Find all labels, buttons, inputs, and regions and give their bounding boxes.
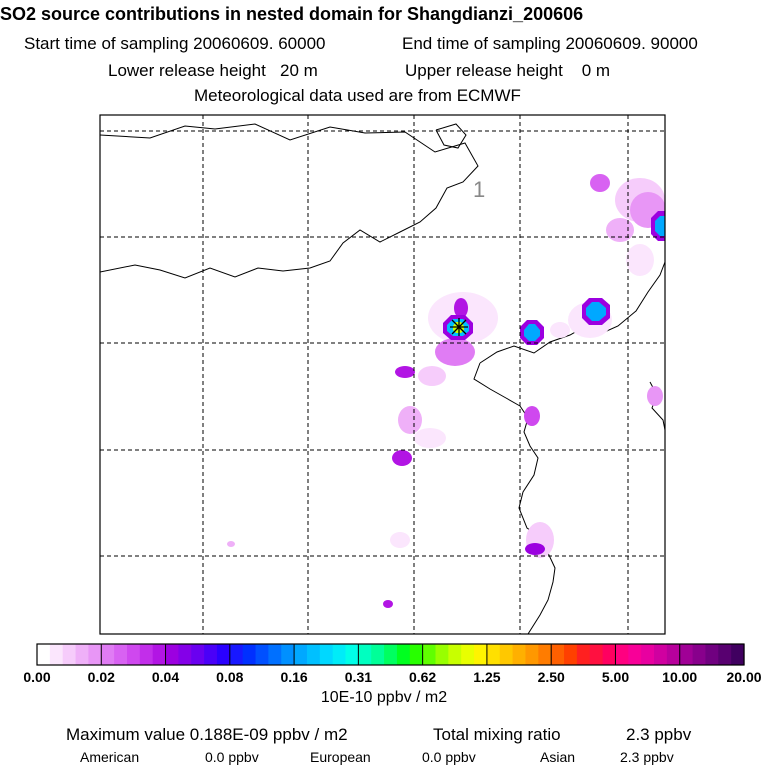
colorbar-cell: [731, 644, 745, 665]
asian-value: 2.3 ppbv: [620, 749, 674, 765]
colorbar-cell: [62, 644, 77, 665]
colorbar-cell: [435, 644, 449, 665]
colorbar-cell: [512, 644, 527, 665]
colorbar-cell: [216, 644, 231, 665]
colorbar-cell: [692, 644, 707, 665]
chart-title: SO2 source contributions in nested domai…: [0, 4, 584, 24]
european-value: 0.0 ppbv: [422, 749, 476, 765]
colorbar: [36, 643, 745, 666]
colorbar-tick-label: 1.25: [473, 669, 501, 685]
colorbar-cell: [101, 644, 115, 665]
colorbar-cell: [448, 644, 462, 665]
colorbar-cell: [384, 644, 398, 665]
map-frame: [99, 114, 666, 635]
colorbar-cell: [461, 644, 475, 665]
colorbar-cell: [705, 644, 719, 665]
colorbar-cell: [628, 644, 642, 665]
upper-release-text: Upper release height 0 m: [405, 61, 611, 80]
colorbar-cell: [37, 644, 51, 665]
colorbar-cell: [178, 644, 192, 665]
colorbar-cell: [551, 644, 565, 665]
colorbar-cell: [538, 644, 552, 665]
colorbar-cell: [602, 644, 617, 665]
colorbar-unit-label: 10E-10 ppbv / m2: [320, 689, 448, 706]
colorbar-cell: [255, 644, 269, 665]
grid-label: 1: [473, 177, 485, 202]
colorbar-cell: [229, 644, 244, 665]
colorbar-cell: [679, 644, 694, 665]
colorbar-cell: [319, 644, 334, 665]
colorbar-tick-label: 2.50: [537, 669, 565, 685]
colorbar-cell: [576, 644, 591, 665]
colorbar-cell: [165, 644, 179, 665]
colorbar-cell: [332, 644, 347, 665]
colorbar-tick-label: 10.00: [662, 669, 698, 685]
colorbar-cell: [396, 644, 411, 665]
colorbar-cell: [718, 644, 732, 665]
colorbar-tick-label: 0.04: [151, 669, 180, 685]
lower-release-text: Lower release height 20 m: [108, 61, 318, 80]
american-value: 0.0 ppbv: [205, 749, 259, 765]
total-mixing-value: 2.3 ppbv: [626, 725, 692, 744]
colorbar-cell: [409, 644, 424, 665]
colorbar-tick-label: 0.02: [87, 669, 115, 685]
map-gridlines: [100, 115, 665, 634]
colorbar-cell: [345, 644, 359, 665]
colorbar-cell: [422, 644, 437, 665]
colorbar-cell: [666, 644, 681, 665]
colorbar-cell: [88, 644, 102, 665]
colorbar-cell: [114, 644, 128, 665]
colorbar-cell: [371, 644, 385, 665]
colorbar-cell: [641, 644, 655, 665]
colorbar-cell: [615, 644, 629, 665]
colorbar-cell: [474, 644, 488, 665]
met-data-text: Meteorological data used are from ECMWF: [194, 86, 521, 105]
colorbar-cell: [126, 644, 141, 665]
start-time-text: Start time of sampling 20060609. 60000: [24, 34, 326, 53]
colorbar-cell: [306, 644, 321, 665]
colorbar-tick-label: 0.31: [344, 669, 373, 685]
colorbar-cell: [589, 644, 604, 665]
colorbar-cell: [49, 644, 64, 665]
colorbar-tick-label: 20.00: [726, 669, 762, 685]
receptor-marker: [450, 318, 468, 336]
total-mixing-label: Total mixing ratio: [433, 725, 561, 744]
colorbar-cell: [486, 644, 501, 665]
colorbar-cell: [139, 644, 154, 665]
colorbar-cell: [281, 644, 295, 665]
map-plot: 1: [99, 114, 666, 635]
european-label: European: [310, 749, 371, 765]
end-time-text: End time of sampling 20060609. 90000: [402, 34, 698, 53]
colorbar-tick-label: 0.16: [280, 669, 308, 685]
colorbar-tick-label: 0.00: [23, 669, 51, 685]
colorbar-cell: [75, 644, 90, 665]
asian-label: Asian: [540, 749, 576, 765]
colorbar-cell: [525, 644, 539, 665]
colorbar-cell: [268, 644, 282, 665]
colorbar-cell: [242, 644, 257, 665]
colorbar-cell: [191, 644, 205, 665]
colorbar-tick-label: 5.00: [601, 669, 630, 685]
colorbar-tick-label: 0.08: [216, 669, 244, 685]
colorbar-cell: [564, 644, 578, 665]
colorbar-cell: [358, 644, 372, 665]
colorbar-frame: [36, 643, 745, 666]
colorbar-cell: [654, 644, 668, 665]
colorbar-cell: [294, 644, 308, 665]
colorbar-cell: [499, 644, 514, 665]
max-value-text: Maximum value 0.188E-09 ppbv / m2: [66, 725, 348, 744]
american-label: American: [80, 749, 140, 765]
colorbar-tick-label: 0.62: [408, 669, 437, 685]
colorbar-cell: [152, 644, 167, 665]
colorbar-cell: [204, 644, 218, 665]
